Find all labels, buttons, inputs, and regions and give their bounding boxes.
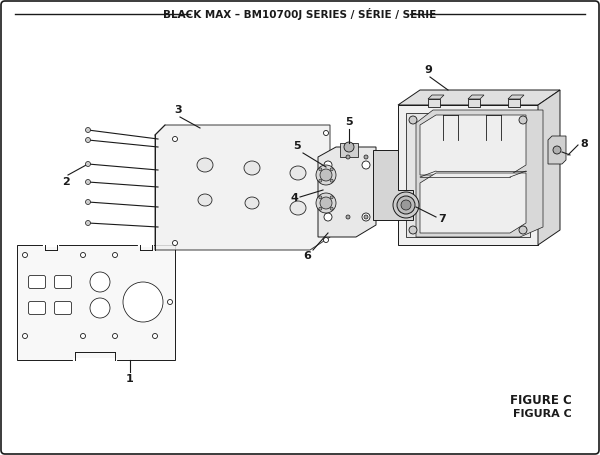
Text: 1: 1: [126, 374, 134, 384]
Circle shape: [80, 253, 86, 258]
Circle shape: [86, 162, 91, 167]
Circle shape: [324, 161, 332, 169]
Circle shape: [23, 253, 28, 258]
Bar: [468, 99, 480, 107]
Circle shape: [86, 199, 91, 204]
Bar: [340, 143, 358, 157]
Circle shape: [330, 168, 333, 171]
Circle shape: [152, 334, 157, 339]
Circle shape: [23, 334, 28, 339]
Circle shape: [409, 116, 417, 124]
Text: FIGURA C: FIGURA C: [513, 409, 572, 419]
Circle shape: [364, 215, 368, 219]
FancyBboxPatch shape: [55, 275, 71, 288]
Circle shape: [323, 131, 329, 136]
Polygon shape: [155, 125, 330, 250]
Circle shape: [393, 192, 419, 218]
Circle shape: [346, 215, 350, 219]
Circle shape: [320, 197, 332, 209]
Circle shape: [397, 196, 415, 214]
Circle shape: [173, 136, 178, 142]
Text: 9: 9: [424, 65, 432, 75]
Circle shape: [364, 155, 368, 159]
Polygon shape: [406, 113, 530, 237]
Polygon shape: [508, 95, 524, 99]
Circle shape: [324, 213, 332, 221]
FancyBboxPatch shape: [29, 302, 46, 314]
Circle shape: [319, 168, 322, 171]
Circle shape: [362, 161, 370, 169]
Ellipse shape: [197, 158, 213, 172]
Circle shape: [330, 196, 333, 199]
Polygon shape: [398, 105, 538, 245]
Ellipse shape: [290, 166, 306, 180]
FancyBboxPatch shape: [55, 302, 71, 314]
Circle shape: [320, 169, 332, 181]
Circle shape: [123, 282, 163, 322]
Circle shape: [330, 179, 333, 182]
Circle shape: [319, 196, 322, 199]
Text: FIGURE C: FIGURE C: [510, 394, 572, 407]
Text: BLACK MAX – BM10700J SERIES / SÉRIE / SERIE: BLACK MAX – BM10700J SERIES / SÉRIE / SE…: [163, 8, 437, 20]
Circle shape: [519, 116, 527, 124]
Circle shape: [86, 180, 91, 184]
Circle shape: [401, 200, 411, 210]
Polygon shape: [318, 147, 376, 237]
Circle shape: [90, 298, 110, 318]
Polygon shape: [373, 150, 413, 220]
Text: 8: 8: [580, 139, 588, 149]
Text: 5: 5: [293, 141, 301, 151]
Circle shape: [86, 137, 91, 142]
Bar: [428, 99, 440, 107]
FancyBboxPatch shape: [29, 275, 46, 288]
Text: 4: 4: [290, 193, 298, 203]
Circle shape: [113, 253, 118, 258]
Ellipse shape: [245, 197, 259, 209]
Text: 7: 7: [438, 214, 446, 224]
Circle shape: [80, 334, 86, 339]
Circle shape: [553, 146, 561, 154]
Text: 3: 3: [174, 105, 182, 115]
Polygon shape: [428, 95, 444, 99]
Text: 6: 6: [303, 251, 311, 261]
Circle shape: [346, 155, 350, 159]
Text: 2: 2: [62, 177, 70, 187]
Polygon shape: [420, 173, 526, 233]
Polygon shape: [468, 95, 484, 99]
Polygon shape: [416, 110, 543, 237]
Circle shape: [409, 226, 417, 234]
Circle shape: [316, 193, 336, 213]
Polygon shape: [398, 90, 560, 105]
Circle shape: [113, 334, 118, 339]
Polygon shape: [17, 245, 175, 360]
Ellipse shape: [198, 194, 212, 206]
Circle shape: [86, 127, 91, 132]
Text: 5: 5: [345, 117, 353, 127]
Circle shape: [323, 238, 329, 243]
Polygon shape: [420, 115, 526, 175]
Bar: [508, 99, 520, 107]
Polygon shape: [538, 90, 560, 245]
Circle shape: [319, 207, 322, 210]
Circle shape: [316, 165, 336, 185]
Circle shape: [86, 221, 91, 226]
Ellipse shape: [244, 161, 260, 175]
Circle shape: [519, 226, 527, 234]
Circle shape: [344, 142, 354, 152]
Ellipse shape: [290, 201, 306, 215]
Circle shape: [330, 207, 333, 210]
Circle shape: [90, 272, 110, 292]
Circle shape: [362, 213, 370, 221]
Circle shape: [167, 299, 173, 304]
Polygon shape: [548, 136, 566, 164]
Circle shape: [173, 241, 178, 246]
Circle shape: [319, 179, 322, 182]
